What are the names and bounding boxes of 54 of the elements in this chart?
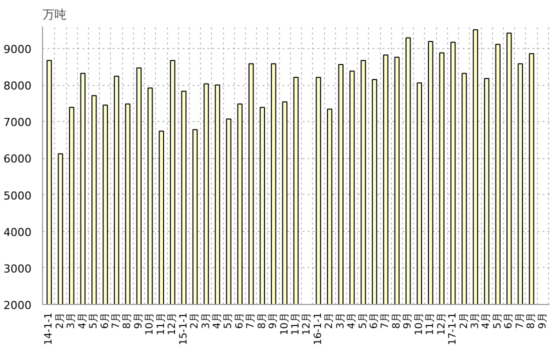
x-tick-label: 3月: [470, 312, 481, 329]
x-tick-label: 7月: [380, 312, 392, 329]
x-tick-label: 4月: [212, 312, 223, 329]
x-tick-label: 8月: [256, 312, 268, 329]
x-tick-label: 5月: [88, 312, 100, 329]
x-tick-label: 2月: [190, 312, 201, 329]
y-tick-label: 2000: [4, 299, 32, 312]
x-tick-label: 8月: [391, 312, 402, 329]
x-tick-label: 9月: [402, 312, 414, 329]
y-axis-title: 万吨: [42, 8, 66, 22]
x-tick-label: 12月: [436, 312, 448, 336]
x-tick-label: 3月: [335, 312, 346, 329]
x-tick-label: 3月: [200, 312, 212, 329]
x-tick-label: 2月: [458, 312, 470, 329]
x-tick-label: 4月: [481, 312, 492, 329]
y-tick-label: 9000: [4, 42, 32, 56]
y-tick-label: 5000: [4, 189, 32, 202]
x-tick-label: 5月: [358, 312, 369, 329]
x-tick-label: 17-1-1: [448, 312, 459, 346]
x-tick-label: 7月: [111, 312, 122, 329]
x-tick-label: 14-1-1: [44, 312, 55, 346]
x-tick-label: 11月: [290, 312, 302, 336]
x-tick-label: 4月: [77, 312, 88, 329]
x-tick-label: 7月: [514, 312, 526, 329]
x-tick-label: 2月: [324, 312, 336, 329]
x-tick-label: 7月: [246, 312, 257, 329]
x-tick-label: 12月: [167, 312, 178, 336]
x-tick-label: 5月: [223, 312, 234, 329]
x-tick-label: 6月: [504, 312, 515, 329]
y-tick-label: 3000: [4, 262, 32, 276]
x-tick-label: 9月: [537, 312, 548, 329]
x-tick-label: 10月: [279, 312, 290, 336]
y-tick-label: 6000: [4, 152, 32, 166]
x-tick-label: 10月: [144, 312, 156, 336]
x-tick-label: 10月: [414, 312, 425, 336]
y-tick-label: 8000: [4, 80, 32, 93]
x-tick-label: 11月: [425, 312, 436, 336]
x-tick-label: 11月: [156, 312, 167, 336]
x-tick-label: 4月: [346, 312, 358, 329]
x-tick-label: 2月: [54, 312, 66, 329]
y-tick-label: 4000: [4, 226, 32, 239]
x-tick-label: 6月: [234, 312, 246, 329]
x-tick-label: 15-1-1: [178, 312, 190, 346]
x-tick-label: 6月: [100, 312, 111, 329]
x-tick-label: 6月: [369, 312, 380, 329]
x-tick-label: 3月: [66, 312, 78, 329]
x-tick-label: 8月: [122, 312, 134, 329]
x-tick-label: 9月: [133, 312, 144, 329]
x-tick-label: 5月: [492, 312, 504, 329]
x-tick-label: 8月: [526, 312, 538, 329]
x-tick-label: 9月: [268, 312, 280, 329]
y-tick-label: 7000: [4, 116, 32, 130]
x-tick-label: 12月: [302, 312, 313, 336]
x-tick-label: 16-1-1: [312, 312, 324, 346]
